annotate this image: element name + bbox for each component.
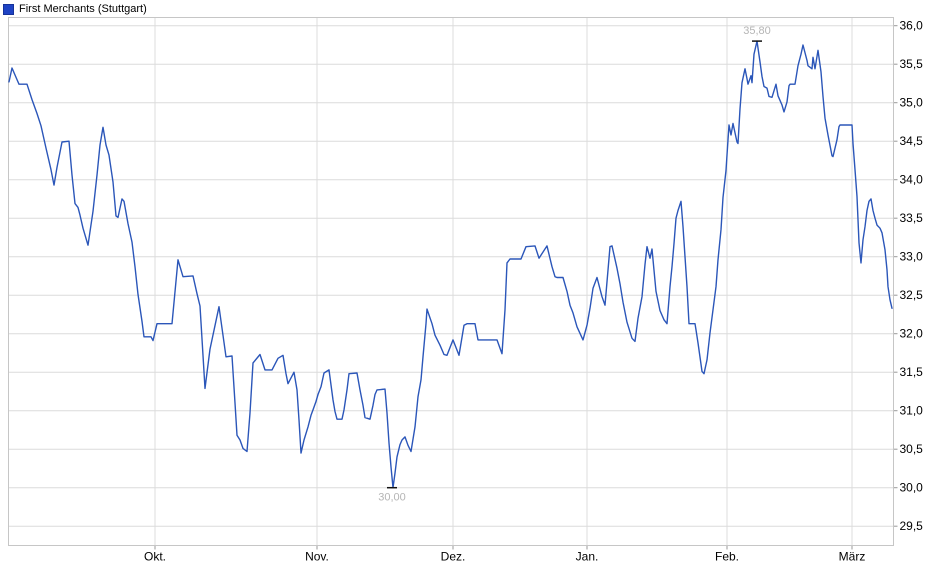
y-axis-label: 34,0 <box>900 173 924 187</box>
y-axis-label: 29,5 <box>900 519 924 533</box>
y-axis-label: 36,0 <box>900 19 924 33</box>
y-axis-label: 30,5 <box>900 442 924 456</box>
y-axis-label: 35,0 <box>900 96 924 110</box>
x-axis-label: Dez. <box>441 550 466 564</box>
plot-frame <box>8 17 894 546</box>
y-axis-label: 33,0 <box>900 250 924 264</box>
x-axis-label: Okt. <box>144 550 166 564</box>
y-axis-label: 32,0 <box>900 327 924 341</box>
low-annotation-label: 30,00 <box>378 492 406 504</box>
y-axis-label: 30,0 <box>900 481 924 495</box>
high-annotation-label: 35,80 <box>743 25 771 37</box>
x-axis-label: Nov. <box>305 550 329 564</box>
y-axis-label: 35,5 <box>900 57 924 71</box>
y-axis-label: 31,0 <box>900 404 924 418</box>
y-axis-label: 32,5 <box>900 288 924 302</box>
y-axis-label: 34,5 <box>900 134 924 148</box>
legend: First Merchants (Stuttgart) <box>3 2 147 16</box>
series-color-swatch <box>3 3 14 15</box>
y-axis-label: 31,5 <box>900 365 924 379</box>
y-axis-label: 33,5 <box>900 211 924 225</box>
x-axis-label: März <box>839 550 866 564</box>
x-axis-label: Jan. <box>576 550 599 564</box>
x-axis-label: Feb. <box>715 550 739 564</box>
series-title: First Merchants (Stuttgart) <box>19 3 147 15</box>
price-line <box>8 40 893 489</box>
